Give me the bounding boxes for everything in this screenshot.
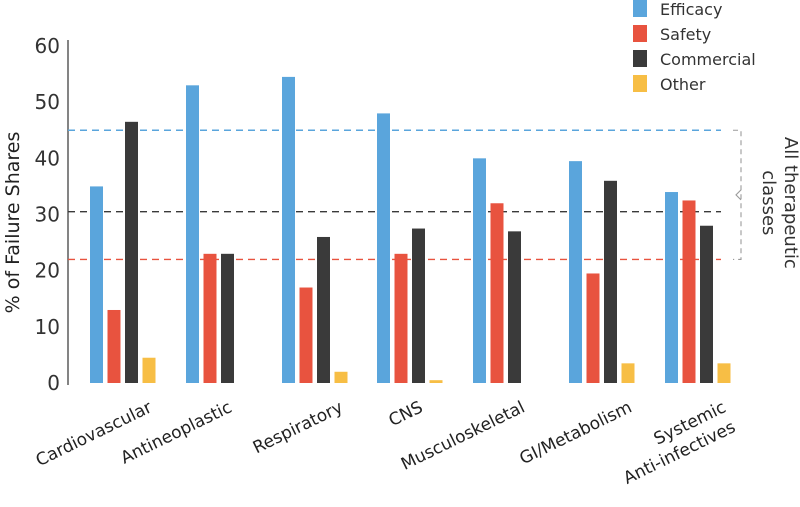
annotation-label-line: classes [758, 170, 779, 235]
y-tick-label: 20 [35, 259, 60, 283]
category-label: CNS [386, 398, 427, 431]
bar-commercial [125, 121, 138, 383]
bar-commercial [508, 231, 521, 383]
legend-label-efficacy: Efficacy [660, 0, 722, 19]
bar-efficacy [186, 85, 199, 384]
reference-lines [68, 129, 721, 261]
bar-efficacy [377, 113, 390, 384]
bar-safety [299, 287, 313, 383]
bar-efficacy [473, 158, 486, 383]
y-tick-label: 50 [35, 90, 60, 114]
legend-label-safety: Safety [660, 25, 711, 44]
annotation-label-line: All therapeutic [780, 137, 800, 269]
y-axis: 0 10 20 30 40 50 60 [35, 34, 69, 395]
bar-other [717, 363, 731, 383]
category-label: GI/Metabolism [517, 398, 636, 470]
bar-safety [203, 253, 217, 383]
bar-efficacy [665, 192, 678, 383]
bar-safety [394, 253, 408, 383]
legend-swatch-commercial [633, 50, 647, 67]
bar-safety [586, 273, 600, 383]
bar-commercial [412, 228, 425, 383]
annotation-bracket-tip [735, 189, 742, 201]
bar-commercial [604, 180, 617, 383]
bar-commercial [221, 253, 234, 383]
bar-safety [107, 309, 121, 383]
y-tick-label: 40 [35, 146, 60, 170]
bar-efficacy [569, 161, 582, 383]
annotation-bracket [733, 129, 742, 260]
all-classes-annotation: All therapeuticclasses [733, 129, 800, 269]
category-label: Respiratory [250, 398, 346, 459]
legend-swatch-efficacy [633, 0, 647, 17]
y-tick-label: 60 [35, 34, 60, 58]
bars [90, 76, 731, 384]
bar-commercial [700, 225, 713, 383]
bar-efficacy [282, 76, 295, 384]
bar-efficacy [90, 186, 103, 383]
bar-other [334, 371, 348, 383]
category-label-line: GI/Metabolism [517, 398, 636, 470]
bar-other [142, 357, 156, 383]
legend-swatch-other [633, 75, 647, 92]
category-label-line: CNS [386, 398, 427, 431]
y-tick-label: 0 [47, 371, 60, 395]
bar-commercial [317, 236, 330, 383]
legend-label-other: Other [660, 75, 706, 94]
bar-safety [490, 203, 504, 383]
legend-swatch-safety [633, 25, 647, 42]
bar-safety [682, 200, 696, 383]
legend-label-commercial: Commercial [660, 50, 756, 69]
y-tick-label: 10 [35, 315, 60, 339]
bar-other [621, 363, 635, 383]
y-tick-label: 30 [35, 203, 60, 227]
category-label-line: Respiratory [250, 398, 346, 459]
y-axis-title: % of Failure Shares [2, 132, 24, 314]
bar-other [429, 380, 443, 383]
legend: Efficacy Safety Commercial Other [633, 0, 756, 94]
annotation-label: All therapeuticclasses [758, 137, 800, 269]
